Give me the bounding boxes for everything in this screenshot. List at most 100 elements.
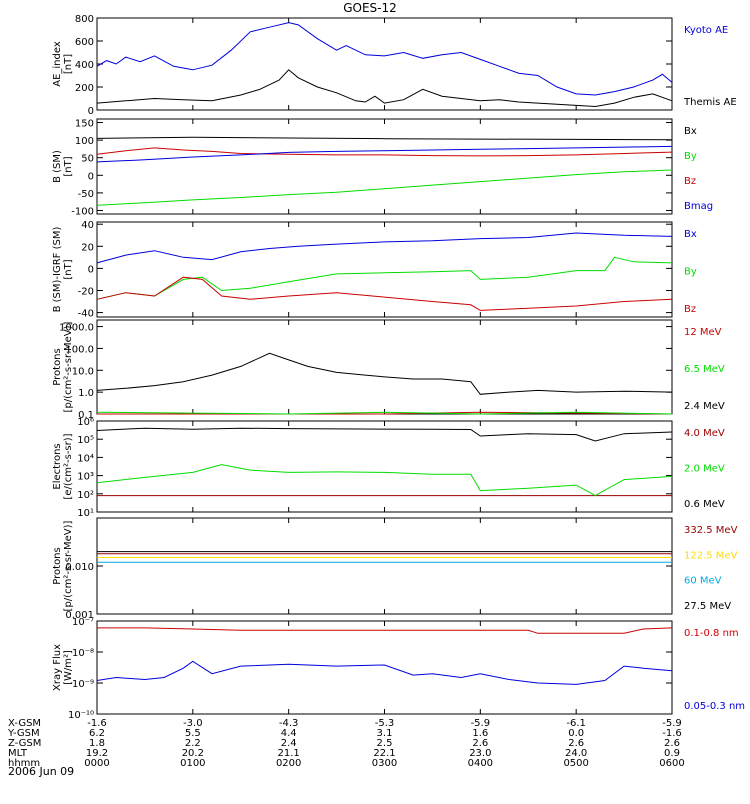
y-axis-label: AE_index[nT]	[52, 41, 74, 87]
y-axis-label-line: [p/(cm²-s-sr-MeV)]	[63, 321, 74, 412]
panel-frame	[96, 620, 673, 715]
legend-entry: 2.4 MeV	[684, 401, 725, 412]
y-tick-label: 10⁻⁹	[72, 679, 94, 690]
x-axis-value: 6.2	[89, 728, 105, 739]
y-axis-label-line: [W/m²]	[63, 650, 74, 685]
y-axis-label-line: Xray Flux	[52, 644, 63, 691]
y-tick-label: 800	[75, 14, 94, 25]
date-label: 2006 Jun 09	[8, 765, 74, 778]
series-line-12-mev	[97, 411, 673, 415]
y-tick-label: 40	[81, 220, 94, 231]
series-line-6-5-mev	[96, 411, 673, 415]
x-axis-row-label: MLT	[8, 748, 28, 759]
x-axis-labels: X-GSM -1.6 -3.0 -4.3 -5.3 -5.9 -6.1 -5.9 Y-GSM 6.…	[7, 718, 685, 769]
y-axis-label-line: Electrons	[52, 443, 63, 489]
panel-frame	[96, 118, 673, 215]
x-axis-value: -5.3	[375, 718, 395, 729]
legend-entry: 0.6 MeV	[684, 499, 725, 510]
y-axis-label: B (SM)[nT]	[52, 150, 74, 183]
y-axis-label-line: [nT]	[63, 54, 74, 74]
y-tick-label: 10⁻¹⁰	[68, 710, 94, 721]
panel-protons_low: 0.11.010.0100.01000.0Protons[p/(cm²-s-sr…	[52, 319, 725, 421]
y-axis-label-line: [nT]	[63, 259, 74, 279]
y-tick-label: -50	[78, 189, 94, 200]
x-axis-value: 2.4	[281, 738, 297, 749]
legend-entry: 2.0 MeV	[684, 464, 725, 475]
panel-frame	[96, 17, 673, 111]
x-axis-value: 2.2	[185, 738, 201, 749]
y-axis-label: Protons[p/(cm²-s-sr-MeV)]	[52, 520, 74, 611]
chart-title: GOES-12	[343, 1, 397, 15]
y-tick-label: 50	[81, 154, 94, 165]
y-tick-label: 100	[75, 136, 94, 147]
x-axis-value: 20.2	[182, 748, 204, 759]
legend-entry: Themis AE	[683, 97, 737, 108]
series-line-2-0-mev	[96, 464, 673, 497]
series-line-themis-ae	[96, 69, 673, 108]
panel-ae: 0 200 400 600 800 AE_index[nT] Kyoto AE Themis …	[52, 14, 737, 117]
y-tick-label: 0	[88, 264, 94, 275]
legend-entry: Bx	[684, 126, 697, 137]
x-axis-value: 23.0	[469, 748, 491, 759]
series-line-bx	[96, 232, 673, 264]
legend-entry: 12 MeV	[684, 327, 722, 338]
y-tick-label: -40	[78, 309, 94, 320]
series-line-by	[96, 169, 673, 206]
x-axis-value: 3.1	[377, 728, 393, 739]
series-line-2-4-mev	[96, 352, 673, 395]
legend-entry: 6.5 MeV	[684, 364, 725, 375]
y-axis-label: B (SM)-IGRF (SM)[nT]	[52, 227, 74, 313]
panel-frame	[96, 221, 673, 318]
x-axis-value: 21.1	[278, 748, 300, 759]
x-axis-value: 0600	[659, 758, 684, 769]
x-axis-value: 4.4	[281, 728, 297, 739]
series-line-bmag	[96, 145, 673, 163]
y-tick-label: 10¹	[77, 508, 94, 519]
x-axis-value: 0500	[563, 758, 588, 769]
series-line-bz	[96, 147, 673, 157]
series-line-kyoto-ae	[96, 22, 673, 96]
legend-entry: 332.5 MeV	[684, 525, 738, 536]
x-axis-value: -3.0	[183, 718, 203, 729]
y-tick-label: 10⁻⁷	[72, 617, 94, 628]
legend-entry: 60 MeV	[684, 576, 722, 587]
x-axis-value: 0400	[468, 758, 493, 769]
y-tick-label: 10³	[77, 472, 94, 483]
panel-electrons: 10¹10²10³10⁴10⁵10⁶Electrons[e/(cm²-s-sr)…	[52, 417, 725, 519]
y-tick-label: 400	[75, 60, 94, 71]
y-tick-label: 10⁵	[77, 435, 94, 446]
y-tick-label: 0.010	[65, 562, 94, 573]
x-axis-value: 0100	[180, 758, 205, 769]
y-tick-label: 10⁶	[77, 417, 94, 428]
x-axis-value: 0.9	[664, 748, 680, 759]
legend-entry: 4.0 MeV	[684, 428, 725, 439]
x-axis-value: 2.6	[568, 738, 584, 749]
series-line-bz	[96, 276, 673, 311]
y-tick-label: -100	[71, 206, 94, 217]
legend-entry: Bz	[684, 176, 696, 187]
series-line-bx	[96, 136, 673, 141]
panel-frame	[96, 517, 673, 615]
y-tick-label: 600	[75, 37, 94, 48]
panel-frame	[96, 420, 673, 513]
series-line-0-1-0-8-nm	[97, 627, 673, 634]
legend-entry: Kyoto AE	[684, 25, 728, 36]
y-axis-label-line: B (SM)-IGRF (SM)	[52, 227, 63, 313]
y-tick-label: 0.001	[65, 610, 94, 621]
legend-entry: By	[684, 151, 697, 162]
x-axis-value: 0300	[372, 758, 397, 769]
y-tick-label: 1000.0	[59, 323, 94, 334]
y-axis-label-line: B (SM)	[52, 150, 63, 183]
y-axis-label-line: [e/(cm²-s-sr)]	[63, 433, 74, 499]
x-axis-value: -1.6	[662, 728, 682, 739]
x-axis-row-label: Z-GSM	[8, 738, 41, 749]
x-axis-value: -1.6	[87, 718, 107, 729]
y-tick-label: 20	[81, 242, 94, 253]
y-tick-label: 150	[75, 119, 94, 130]
y-axis-label: Xray Flux[W/m²]	[52, 644, 74, 691]
y-axis-label-line: [nT]	[63, 156, 74, 176]
legend-entry: Bmag	[684, 201, 713, 212]
y-tick-label: 0	[88, 106, 94, 117]
